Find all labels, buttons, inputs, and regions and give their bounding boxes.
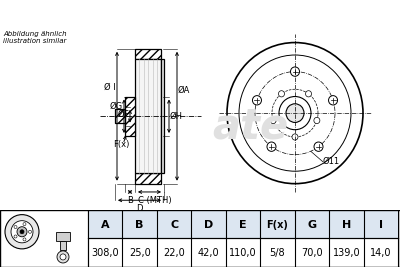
- Circle shape: [314, 142, 323, 151]
- Bar: [125, 96, 135, 136]
- Text: ØG: ØG: [110, 101, 123, 110]
- Circle shape: [286, 104, 304, 123]
- Circle shape: [292, 134, 298, 140]
- Circle shape: [60, 254, 66, 260]
- Text: B: B: [136, 220, 144, 230]
- Text: ØE: ØE: [117, 110, 129, 119]
- Text: F(x): F(x): [266, 220, 288, 230]
- Circle shape: [23, 223, 26, 226]
- Text: 308,0: 308,0: [92, 248, 119, 258]
- Circle shape: [5, 215, 39, 249]
- Text: 24.0325-0142.1      525142: 24.0325-0142.1 525142: [74, 6, 326, 22]
- Circle shape: [306, 91, 312, 97]
- Text: C (MTH): C (MTH): [138, 196, 171, 205]
- Circle shape: [17, 227, 27, 237]
- Circle shape: [270, 117, 276, 124]
- Text: 139,0: 139,0: [332, 248, 360, 258]
- Text: H: H: [342, 220, 351, 230]
- Bar: [88, 210, 398, 267]
- Text: D: D: [136, 205, 143, 213]
- Text: 42,0: 42,0: [198, 248, 219, 258]
- Circle shape: [14, 226, 17, 229]
- Bar: [135, 173, 161, 184]
- Circle shape: [28, 230, 32, 233]
- Bar: [125, 96, 135, 136]
- Circle shape: [14, 235, 17, 238]
- Circle shape: [290, 67, 300, 76]
- Bar: [135, 49, 161, 59]
- Circle shape: [20, 230, 24, 234]
- Text: E: E: [239, 220, 247, 230]
- Text: ØH: ØH: [170, 112, 183, 121]
- Bar: [115, 109, 125, 123]
- Text: Ø11: Ø11: [323, 156, 340, 165]
- Circle shape: [314, 117, 320, 124]
- Text: F(x): F(x): [113, 140, 129, 149]
- Bar: [88, 210, 398, 238]
- Text: 5/8: 5/8: [270, 248, 285, 258]
- Circle shape: [252, 96, 262, 105]
- Text: 14,0: 14,0: [370, 248, 392, 258]
- Text: ate: ate: [212, 105, 288, 148]
- Text: I: I: [379, 220, 383, 230]
- Text: B: B: [127, 196, 133, 205]
- Text: 22,0: 22,0: [163, 248, 185, 258]
- Bar: [135, 173, 161, 184]
- Text: 110,0: 110,0: [229, 248, 257, 258]
- Text: D: D: [204, 220, 213, 230]
- Text: illustration similar: illustration similar: [3, 38, 66, 44]
- Bar: [60, 241, 66, 250]
- Text: G: G: [307, 220, 316, 230]
- Text: 70,0: 70,0: [301, 248, 323, 258]
- Text: Ø I: Ø I: [104, 83, 116, 92]
- Circle shape: [23, 238, 26, 241]
- Circle shape: [267, 142, 276, 151]
- Text: A: A: [101, 220, 110, 230]
- Bar: [135, 59, 161, 173]
- Bar: [115, 109, 125, 123]
- Circle shape: [278, 91, 284, 97]
- Text: C: C: [170, 220, 178, 230]
- Text: ØA: ØA: [178, 86, 190, 95]
- Text: 25,0: 25,0: [129, 248, 150, 258]
- Bar: [135, 49, 161, 59]
- Circle shape: [328, 96, 338, 105]
- Text: Abbildung ähnlich: Abbildung ähnlich: [3, 31, 67, 37]
- Circle shape: [57, 251, 69, 263]
- Bar: [56, 232, 70, 241]
- Bar: [161, 59, 164, 173]
- Circle shape: [11, 221, 33, 243]
